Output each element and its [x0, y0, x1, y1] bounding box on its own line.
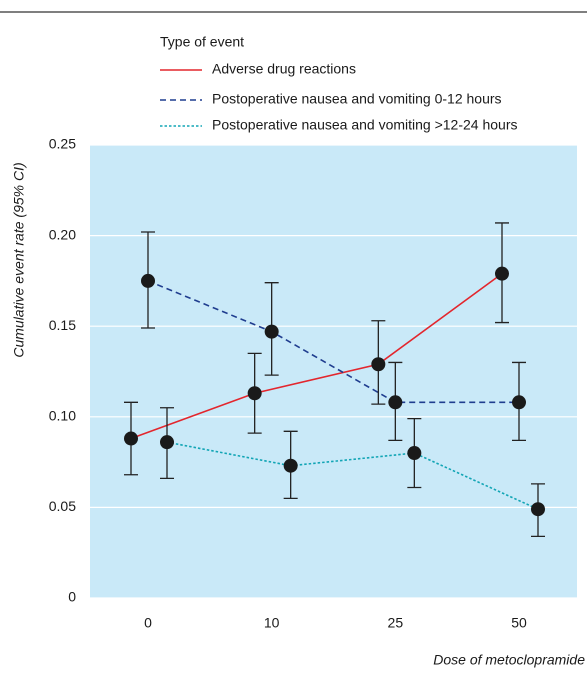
series-line — [147, 280, 519, 404]
data-point — [283, 458, 298, 473]
series-line — [130, 273, 503, 440]
data-point — [495, 266, 509, 281]
y-tick-label: 0.10 — [49, 408, 76, 424]
data-point — [388, 395, 403, 410]
y-tick-label: 0 — [68, 589, 76, 605]
legend-label: Postoperative nausea and vomiting >12-24… — [212, 117, 517, 133]
y-tick-label: 0.05 — [49, 498, 76, 514]
y-axis-title: Cumulative event rate (95% CI) — [11, 162, 27, 357]
y-tick-label: 0.20 — [49, 226, 76, 242]
data-point — [124, 431, 138, 446]
x-tick-label: 0 — [144, 615, 152, 631]
y-tick-label: 0.15 — [49, 317, 76, 333]
data-point — [531, 502, 545, 517]
data-point — [407, 446, 422, 461]
legend-label: Adverse drug reactions — [212, 61, 356, 77]
data-point — [264, 324, 279, 339]
x-axis-title: Dose of metoclopramide — [433, 652, 585, 668]
data-point — [141, 273, 155, 288]
x-tick-label: 50 — [511, 615, 527, 631]
data-point — [371, 357, 386, 372]
legend-title: Type of event — [160, 34, 244, 50]
data-point — [247, 386, 262, 401]
legend-label: Postoperative nausea and vomiting 0-12 h… — [212, 91, 502, 107]
plot-area — [90, 145, 577, 598]
x-tick-label: 25 — [388, 615, 404, 631]
data-point — [160, 435, 174, 450]
data-point — [512, 395, 526, 410]
x-tick-label: 10 — [264, 615, 280, 631]
y-tick-label: 0.25 — [49, 136, 76, 152]
